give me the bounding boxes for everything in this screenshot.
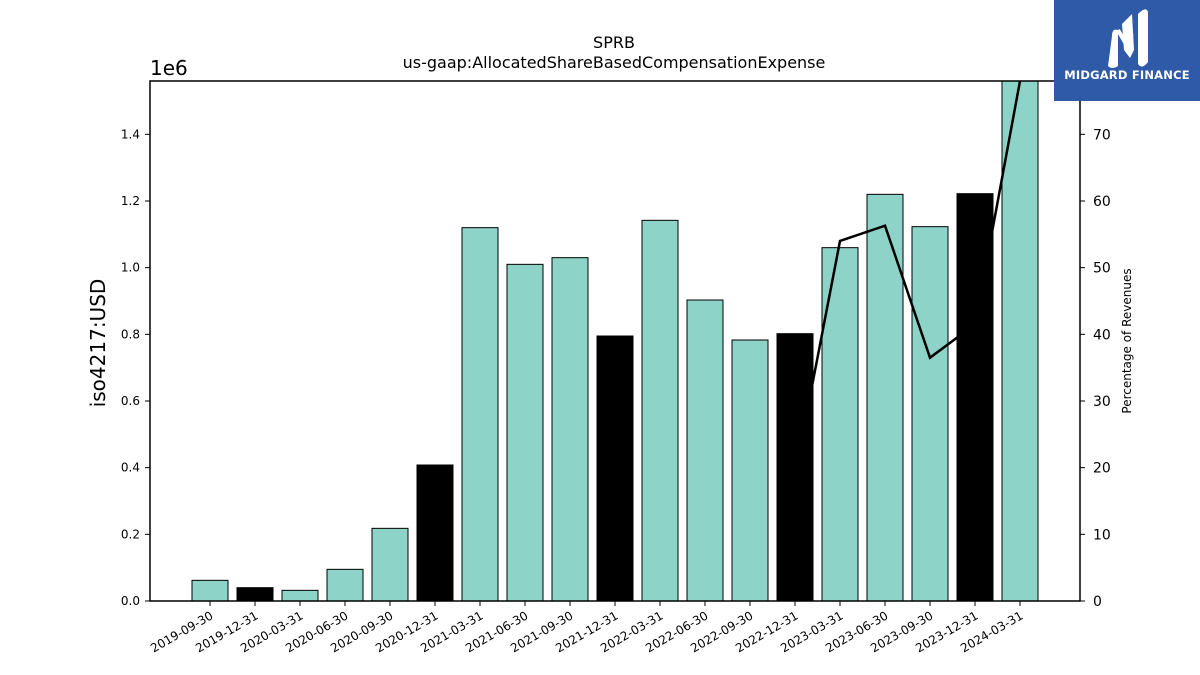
- bar-2020-12-31: [416, 464, 454, 601]
- brand-logo: MIDGARD FINANCE: [1054, 0, 1200, 101]
- bar-2021-12-31: [596, 335, 634, 601]
- bar-2022-06-30: [686, 299, 724, 601]
- y-tick-label: 1.0: [121, 261, 140, 275]
- y2-tick-label: 20: [1093, 461, 1111, 477]
- bar-2019-12-31: [236, 587, 274, 601]
- percentage-line: [793, 81, 1022, 475]
- bars-group: [191, 81, 1039, 601]
- bar-2020-03-31: [281, 589, 319, 601]
- bar-2020-09-30: [371, 527, 409, 601]
- y2-axis-label: Percentage of Revenues: [1120, 268, 1134, 413]
- y-tick-label: 0.6: [121, 394, 140, 408]
- y-tick-label: 0.0: [121, 594, 140, 608]
- chart-title: SPRB: [593, 33, 635, 52]
- bar-2024-03-31: [1001, 81, 1039, 601]
- midgard-logo-icon: [1108, 9, 1148, 69]
- y2-tick-label: 10: [1093, 527, 1111, 543]
- bar-2021-03-31: [461, 227, 499, 601]
- bar-2022-12-31: [776, 333, 814, 601]
- y2-tick-label: 40: [1093, 327, 1111, 343]
- bar-2023-06-30: [866, 193, 904, 601]
- brand-name: MIDGARD FINANCE: [1064, 68, 1190, 82]
- y-tick-label: 0.4: [121, 461, 140, 475]
- bar-2023-09-30: [911, 226, 949, 601]
- y-axis-label: iso4217:USD: [86, 279, 110, 408]
- chart-subtitle: us-gaap:AllocatedShareBasedCompensationE…: [403, 53, 826, 72]
- y-tick-label: 0.8: [121, 327, 140, 341]
- bar-2020-06-30: [326, 568, 364, 601]
- y2-tick-label: 70: [1093, 127, 1111, 143]
- y2-tick-label: 0: [1093, 594, 1102, 610]
- y2-tick-label: 30: [1093, 394, 1111, 410]
- y-tick-label: 1.4: [121, 127, 140, 141]
- y2-tick-label: 60: [1093, 194, 1111, 210]
- bar-2022-03-31: [641, 219, 679, 601]
- bar-2019-09-30: [191, 579, 229, 601]
- line-group: [793, 81, 1022, 475]
- bar-2021-09-30: [551, 257, 589, 601]
- y-tick-label: 0.2: [121, 527, 140, 541]
- y-multiplier-label: 1e6: [150, 56, 188, 80]
- y2-tick-label: 50: [1093, 261, 1111, 277]
- bar-2021-06-30: [506, 263, 544, 601]
- y-tick-label: 1.2: [121, 194, 140, 208]
- bar-2022-09-30: [731, 339, 769, 601]
